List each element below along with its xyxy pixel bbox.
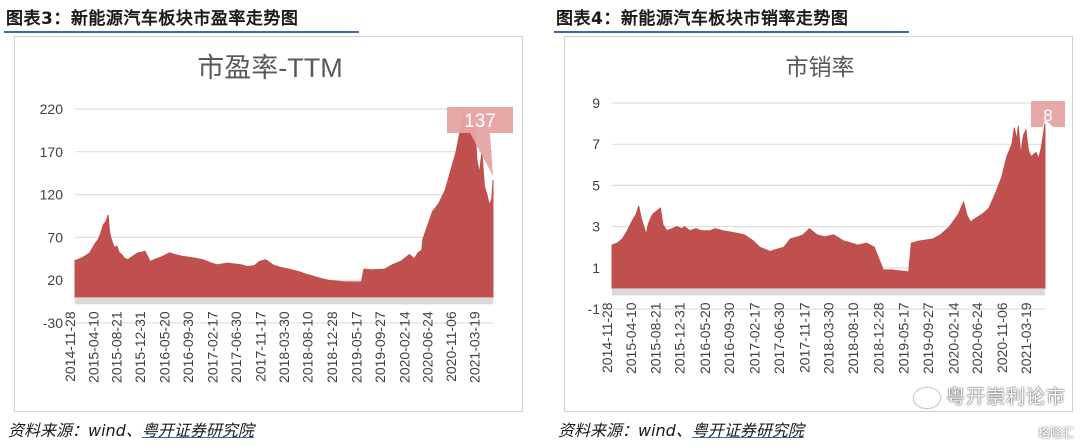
x-tick-label: 2015-08-21 (647, 302, 663, 374)
y-tick-label: 3 (592, 219, 600, 235)
source-prefix: 资料来源：wind、 (8, 421, 142, 440)
x-tick-label: 2017-02-17 (747, 302, 763, 374)
x-tick-label: 2016-05-20 (697, 302, 713, 374)
x-tick-label: 2014-11-28 (599, 302, 615, 373)
x-axis-band (75, 297, 493, 305)
chart-title: 市盈率-TTM (197, 53, 342, 83)
x-tick-label: 2020-06-24 (969, 302, 985, 374)
title-underline (4, 31, 359, 33)
x-tick-label: 2018-08-10 (845, 302, 861, 374)
source-org: 粤开证券研究院 (141, 421, 254, 440)
y-tick-label: 5 (592, 177, 600, 193)
figure-title: 图表3：新能源汽车板块市盈率走势图 (6, 9, 299, 29)
y-tick-label: 120 (40, 187, 64, 203)
y-tick-label: 9 (592, 95, 600, 111)
x-tick-label: 2020-11-06 (994, 302, 1010, 373)
y-tick-label: -30 (43, 315, 63, 331)
series-area (611, 123, 1046, 289)
x-tick-label: 2017-06-30 (771, 302, 787, 374)
x-tick-label: 2018-12-28 (324, 311, 340, 383)
x-tick-label: 2020-02-14 (396, 311, 412, 383)
x-tick-label: 2017-11-17 (253, 311, 269, 382)
source-note: 资料来源：wind、粤开证券研究院 (8, 417, 254, 441)
source-note: 资料来源：wind、粤开证券研究院 (558, 417, 804, 441)
x-tick-label: 2020-11-06 (443, 311, 459, 382)
callout-label: 137 (464, 111, 496, 132)
x-tick-label: 2014-11-28 (62, 311, 78, 382)
x-tick-label: 2020-02-14 (945, 302, 961, 374)
x-tick-label: 2019-05-17 (896, 302, 912, 374)
x-tick-label: 2019-09-27 (372, 311, 388, 383)
x-tick-label: 2016-09-30 (180, 311, 196, 383)
y-tick-label: 1 (592, 260, 600, 276)
x-tick-label: 2021-03-19 (1018, 302, 1034, 374)
chart-title: 市销率 (786, 54, 855, 80)
figure-title: 图表4：新能源汽车板块市销率走势图 (556, 9, 849, 29)
ps-chart-frame: 市销率 -1 1 3 5 7 9 2014-11-28 2015-04-10 2015-08-21… (564, 36, 1073, 412)
x-tick-label: 2015-12-31 (671, 302, 687, 374)
y-tick-label: 70 (47, 229, 63, 245)
y-tick-label: 7 (592, 136, 600, 152)
y-tick-label: 20 (47, 272, 63, 288)
x-tick-label: 2018-08-10 (299, 311, 315, 383)
series-area (74, 110, 494, 298)
x-tick-label: 2015-04-10 (623, 302, 639, 374)
wechat-icon (913, 387, 940, 408)
x-tick-label: 2020-06-24 (419, 311, 435, 383)
x-tick-label: 2016-05-20 (157, 311, 173, 383)
pe-chart-frame: 市盈率-TTM -30 20 70 120 170 220 2014-11-28 2015-04… (14, 36, 523, 412)
x-tick-label: 2018-12-28 (870, 302, 886, 374)
x-tick-label: 2016-09-30 (721, 302, 737, 374)
source-org: 粤开证券研究院 (691, 421, 804, 440)
x-tick-label: 2019-09-27 (920, 302, 936, 374)
callout-box (1031, 101, 1065, 127)
figure-4: 图表4：新能源汽车板块市销率走势图 市销率 -1 1 3 5 7 9 2014-11-28 20… (550, 0, 1080, 447)
y-tick-label: 170 (40, 144, 64, 160)
x-tick-label: 2017-02-17 (205, 311, 221, 383)
brand-mark: 格隆汇 (1037, 426, 1074, 440)
watermark-text: 粤开崇利论市 (945, 386, 1066, 408)
y-tick-label: 220 (40, 101, 64, 117)
y-tick-label: -1 (588, 301, 601, 317)
callout-box (447, 107, 513, 177)
x-tick-label: 2015-04-10 (85, 311, 101, 383)
ps-ratio-chart: 市销率 -1 1 3 5 7 9 2014-11-28 2015-04-10 2015-08-21… (588, 54, 1065, 374)
x-tick-label: 2015-08-21 (109, 311, 125, 383)
figure-3: 图表3：新能源汽车板块市盈率走势图 市盈率-TTM -30 20 70 120 170 22… (0, 0, 530, 447)
x-tick-label: 2019-05-17 (348, 311, 364, 383)
x-tick-label: 2018-03-30 (821, 302, 837, 374)
x-tick-label: 2017-11-17 (796, 302, 812, 373)
x-axis-band (612, 288, 1045, 296)
x-tick-label: 2015-12-31 (132, 311, 148, 383)
x-tick-label: 2017-06-30 (228, 311, 244, 383)
x-tick-label: 2018-03-30 (276, 311, 292, 383)
x-tick-label: 2021-03-19 (466, 311, 482, 383)
source-prefix: 资料来源：wind、 (558, 421, 692, 440)
title-underline (554, 31, 909, 33)
callout-label: 8 (1043, 106, 1052, 125)
pe-ttm-chart: 市盈率-TTM -30 20 70 120 170 220 2014-11-28 2015-04… (40, 53, 513, 383)
watermark: 粤开崇利论市 (913, 382, 1066, 409)
